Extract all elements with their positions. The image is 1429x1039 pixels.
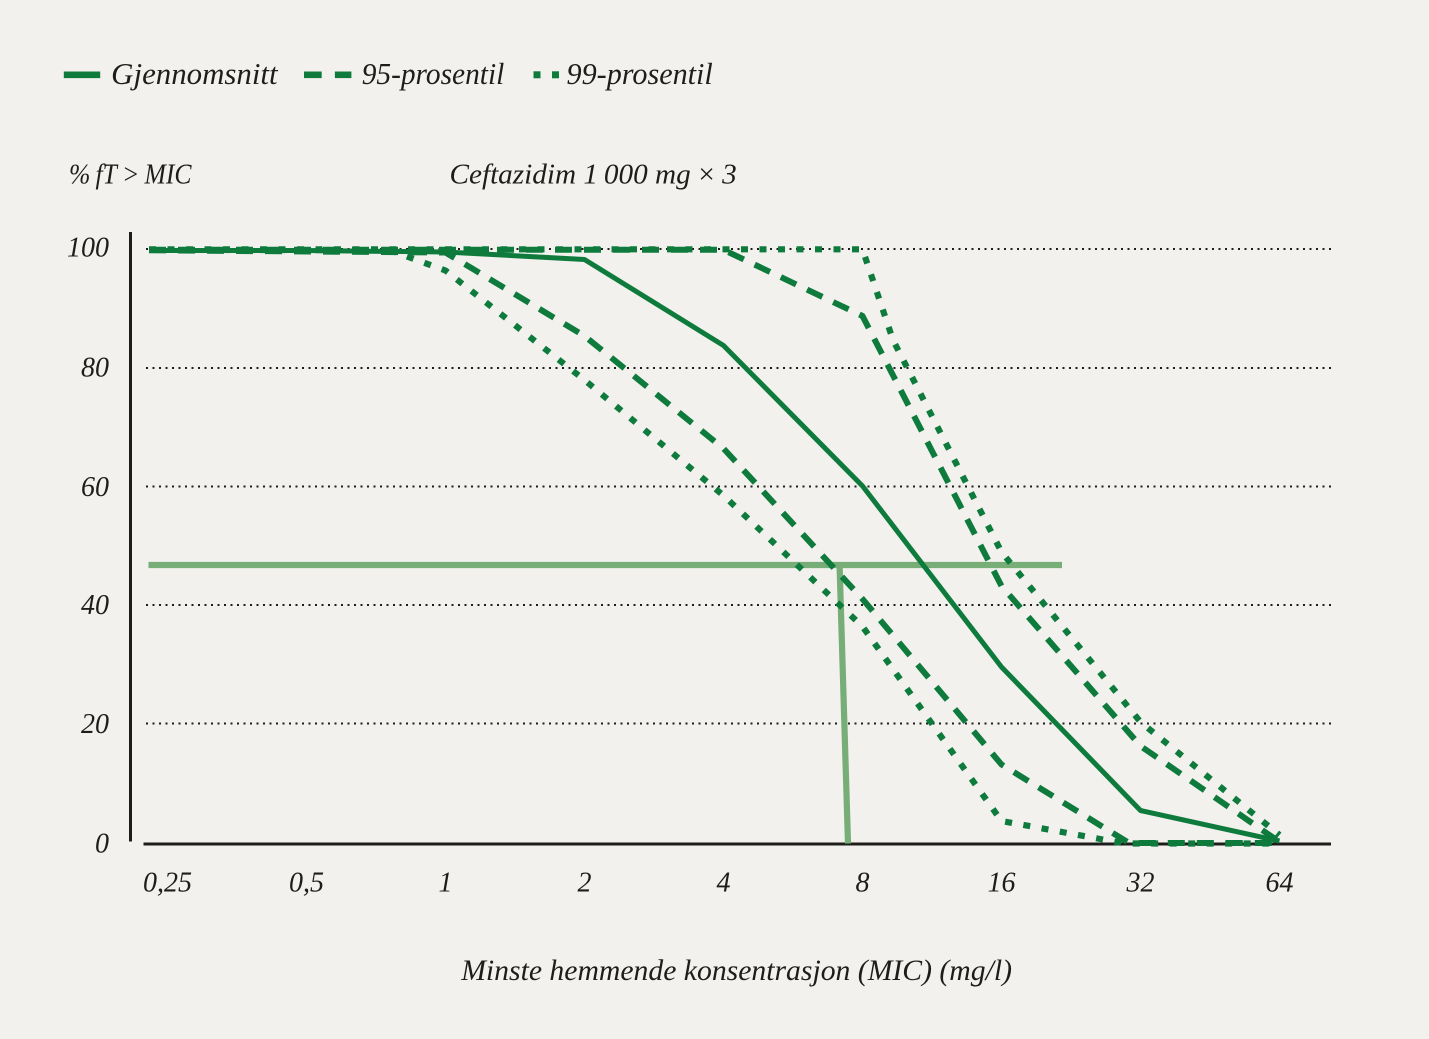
svg-text:% fT > MIC: % fT > MIC — [69, 159, 192, 191]
svg-text:0,25: 0,25 — [143, 868, 192, 899]
svg-text:4: 4 — [717, 868, 731, 899]
svg-text:0: 0 — [95, 829, 109, 860]
svg-text:2: 2 — [578, 868, 592, 899]
svg-text:0,5: 0,5 — [289, 868, 324, 899]
svg-text:40: 40 — [81, 590, 109, 621]
svg-text:60: 60 — [81, 472, 109, 503]
svg-text:16: 16 — [988, 868, 1016, 899]
svg-text:20: 20 — [81, 709, 109, 740]
svg-text:8: 8 — [856, 868, 870, 899]
svg-text:64: 64 — [1266, 868, 1294, 899]
svg-text:80: 80 — [81, 353, 109, 384]
svg-text:Ceftazidim 1 000 mg × 3: Ceftazidim 1 000 mg × 3 — [450, 159, 737, 191]
svg-text:32: 32 — [1126, 868, 1155, 899]
svg-text:95-prosentil: 95-prosentil — [362, 57, 505, 91]
svg-text:Gjennomsnitt: Gjennomsnitt — [111, 57, 279, 91]
svg-text:Minste hemmende konsentrasjon: Minste hemmende konsentrasjon (MIC) (mg/… — [460, 954, 1012, 987]
svg-text:99-prosentil: 99-prosentil — [567, 57, 713, 91]
svg-text:100: 100 — [67, 233, 109, 264]
svg-text:1: 1 — [439, 868, 453, 899]
